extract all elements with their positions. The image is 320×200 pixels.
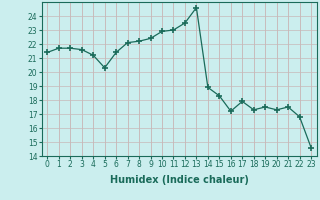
X-axis label: Humidex (Indice chaleur): Humidex (Indice chaleur) [110, 175, 249, 185]
